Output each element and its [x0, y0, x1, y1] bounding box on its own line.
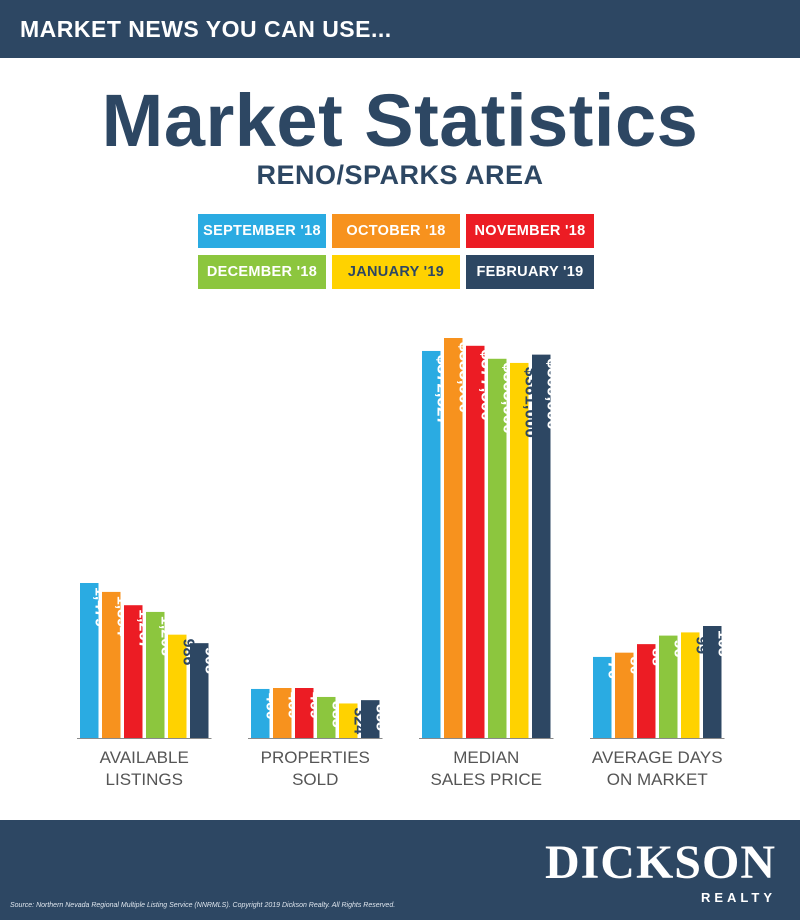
- banner-tagline: MARKET NEWS YOU CAN USE...: [20, 16, 392, 42]
- bar-label-g1-s6: 905: [201, 647, 218, 674]
- bar-g2-s4: [317, 696, 336, 738]
- bar-g3-s6: [532, 354, 551, 738]
- category-label-g4-line1: AVERAGE DAYS: [592, 748, 723, 767]
- category-label-g4-line2: ON MARKET: [607, 770, 708, 789]
- bar-g3-s4: [488, 358, 507, 738]
- bar-g2-s3: [295, 688, 314, 738]
- bar-g3-s3: [466, 345, 485, 738]
- dickson-logo: DICKSON REALTY: [544, 836, 776, 906]
- page-title: Market Statistics: [101, 79, 699, 162]
- legend-item-1: SEPTEMBER '18: [198, 214, 326, 248]
- bar-g2-s2: [273, 688, 292, 738]
- legend-item-4: DECEMBER '18: [198, 255, 326, 289]
- legend-item-3: NOVEMBER '18: [466, 214, 594, 248]
- bar-g4-s2: [615, 652, 634, 738]
- category-label-g2-line1: PROPERTIES: [261, 748, 370, 767]
- bar-g4-s5: [681, 632, 700, 738]
- category-label-g2-line2: SOLD: [292, 770, 338, 789]
- bar-g1-s3: [124, 605, 143, 738]
- bar-g4-s4: [659, 635, 678, 738]
- legend-item-6: FEBRUARY '19: [466, 255, 594, 289]
- category-label-g3-line2: SALES PRICE: [431, 770, 543, 789]
- bar-g4-s3: [637, 644, 656, 738]
- logo-main-text: DICKSON: [544, 836, 776, 889]
- bar-g3-s1: [422, 350, 441, 738]
- bar-g1-s5: [168, 634, 187, 738]
- page-subtitle: RENO/SPARKS AREA: [256, 160, 544, 190]
- bar-g2-s6: [361, 700, 380, 738]
- bar-g2-s1: [251, 688, 270, 738]
- bar-g4-s1: [593, 656, 612, 738]
- legend-item-2: OCTOBER '18: [332, 214, 460, 248]
- logo-sub-text: REALTY: [700, 890, 776, 905]
- bar-g1-s4: [146, 611, 165, 738]
- category-label-g3-line1: MEDIAN: [453, 748, 519, 767]
- bar-g1-s1: [80, 583, 99, 738]
- source-note: Source: Northern Nevada Regional Multipl…: [10, 902, 396, 909]
- category-label-g1-line2: LISTINGS: [106, 770, 183, 789]
- category-label-g1-line1: AVAILABLE: [100, 748, 189, 767]
- bar-g4-s6: [703, 626, 722, 738]
- bar-label-g2-s6: 355: [372, 704, 389, 731]
- legend-item-5: JANUARY '19: [332, 255, 460, 289]
- bar-g2-s5: [339, 703, 358, 738]
- footer-bar: Source: Northern Nevada Regional Multipl…: [0, 820, 800, 920]
- bar-g1-s2: [102, 591, 121, 738]
- bar-g1-s6: [190, 643, 209, 738]
- top-banner: MARKET NEWS YOU CAN USE...: [0, 0, 800, 58]
- bar-label-g4-s6: 105: [714, 630, 731, 657]
- bar-g3-s2: [444, 338, 463, 738]
- bar-label-g3-s6: $369,000: [543, 359, 562, 430]
- bar-g3-s5: [510, 362, 529, 738]
- bar-chart: 1,479 1,394 1,267 1,203 986 905AVAILABLELISTI…: [77, 338, 731, 789]
